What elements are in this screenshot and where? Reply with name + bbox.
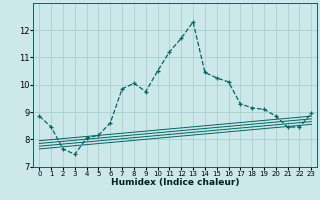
X-axis label: Humidex (Indice chaleur): Humidex (Indice chaleur): [111, 178, 240, 187]
